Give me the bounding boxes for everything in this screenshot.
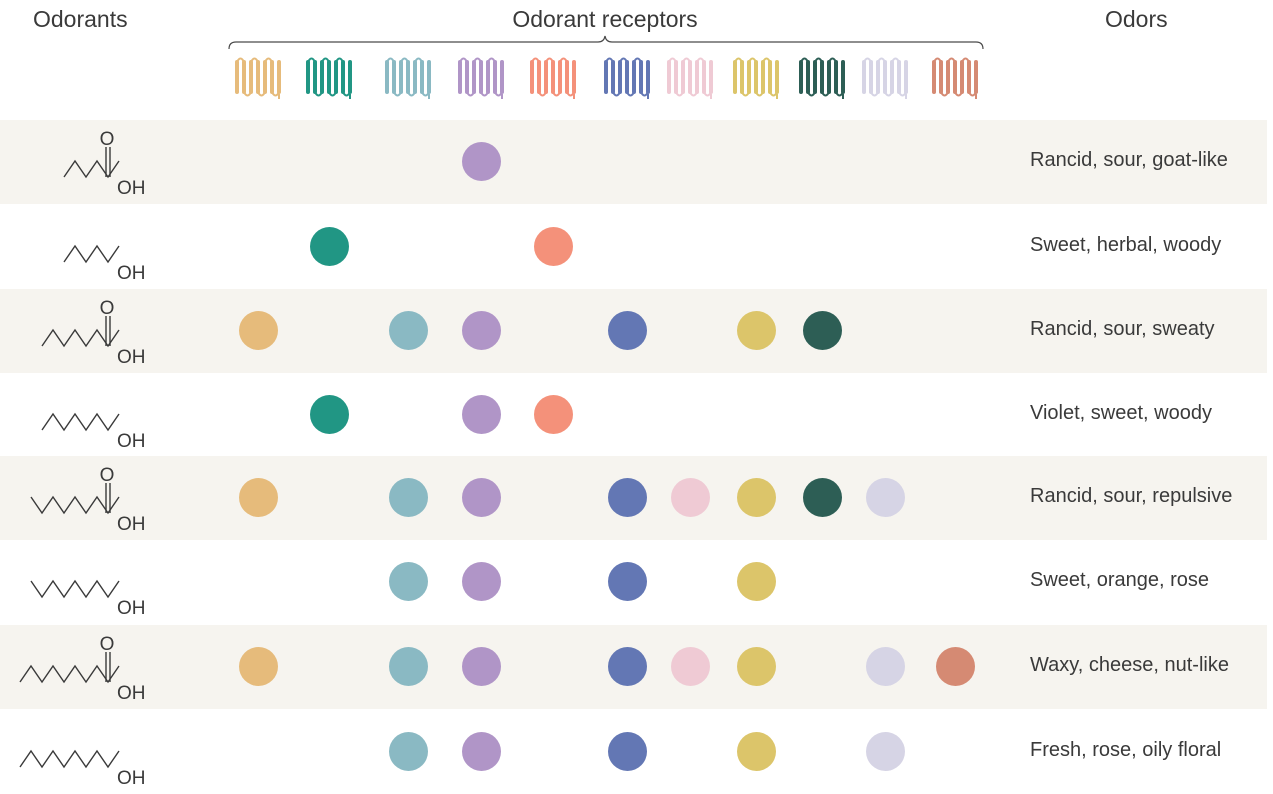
receptor-icon [385,57,431,99]
receptor-activation-dot [461,732,501,771]
receptor-activation-dot [802,478,842,517]
receptor-activation-dot [238,647,278,686]
odor-description: Sweet, orange, rose [1030,569,1209,591]
molecule-structure: OH [30,579,146,619]
odor-description: Violet, sweet, woody [1030,402,1212,424]
hydroxyl-label: OH [117,514,146,535]
odor-description: Waxy, cheese, nut-like [1030,654,1229,676]
odors-header: Odors [1105,6,1168,32]
receptor-activation-dot [461,311,501,350]
receptor-icon [458,57,504,99]
receptor-icon [733,57,779,99]
receptor-icons [235,57,978,99]
receptor-activation-dot [736,647,776,686]
receptor-activation-dot [238,478,278,517]
receptor-activation-dot [865,732,905,771]
hydroxyl-label: OH [117,431,146,452]
hydroxyl-label: OH [117,347,146,368]
hydroxyl-label: OH [117,598,146,619]
carbon-chain [19,749,120,769]
odorant-row: O OH Rancid, sour, sweaty [0,289,1267,373]
receptor-activation-dot [461,647,501,686]
odorant-row: O OH Rancid, sour, repulsive [0,456,1267,540]
receptor-activation-dot [607,478,647,517]
receptor-icon [667,57,713,99]
molecule-structure: O OH [63,129,146,199]
receptor-activation-dot [461,142,501,181]
receptor-activation-dot [533,227,573,266]
carbon-chain [30,579,120,599]
odorant-row: O OH Rancid, sour, goat-like [0,120,1267,204]
receptor-activation-dot [309,395,349,434]
receptor-icon [530,57,576,99]
molecule-structure: O OH [30,465,146,535]
receptor-icon [306,57,352,99]
receptor-icon [799,57,845,99]
odor-description: Rancid, sour, sweaty [1030,318,1215,340]
receptor-activation-dot [388,647,428,686]
receptor-activation-dot [802,311,842,350]
carbon-chain [41,412,120,432]
odorant-row: OH Fresh, rose, oily floral [0,710,1267,794]
hydroxyl-label: OH [117,178,146,199]
receptor-activation-dot [865,478,905,517]
receptor-activation-dot [736,478,776,517]
odor-description: Sweet, herbal, woody [1030,234,1222,256]
carbon-chain [63,244,120,264]
odorant-row: OH Sweet, herbal, woody [0,205,1267,289]
hydroxyl-label: OH [117,683,146,704]
carbon-chain [19,664,120,684]
odorant-row: OH Sweet, orange, rose [0,540,1267,624]
receptor-activation-dot [736,732,776,771]
receptor-activation-dot [607,647,647,686]
molecule-structure: OH [63,244,146,284]
odorant-row: OH Violet, sweet, woody [0,373,1267,457]
receptor-activation-dot [607,732,647,771]
carbon-chain [41,328,120,348]
receptor-group-brace [228,35,984,50]
odorants-header: Odorants [33,6,128,32]
receptor-activation-dot [388,732,428,771]
receptor-activation-dot [865,647,905,686]
receptor-activation-dot [388,478,428,517]
molecule-structure: O OH [19,634,146,704]
receptor-activation-dot [388,562,428,601]
receptor-activation-dot [607,311,647,350]
odor-description: Rancid, sour, goat-like [1030,149,1228,171]
hydroxyl-label: OH [117,768,146,789]
molecule-structure: O OH [41,298,146,368]
receptor-activation-dot [461,395,501,434]
receptor-activation-dot [736,311,776,350]
oxygen-label: O [100,634,115,655]
molecule-structure: OH [41,412,146,452]
carbon-chain [30,495,120,515]
odor-description: Fresh, rose, oily floral [1030,739,1222,761]
receptor-activation-dot [388,311,428,350]
receptor-activation-dot [935,647,975,686]
hydroxyl-label: OH [117,263,146,284]
receptor-activation-dot [670,478,710,517]
carbon-chain [63,159,120,179]
receptor-activation-dot [736,562,776,601]
odorant-row: O OH Waxy, cheese, nut-like [0,625,1267,709]
receptor-activation-dot [461,562,501,601]
oxygen-label: O [100,465,115,486]
receptor-icon [235,57,281,99]
receptor-activation-dot [607,562,647,601]
receptor-activation-dot [238,311,278,350]
odor-description: Rancid, sour, repulsive [1030,485,1233,507]
receptor-icon [932,57,978,99]
oxygen-label: O [100,129,115,150]
molecule-structure: OH [19,749,146,789]
odorant-receptors-header: Odorant receptors [512,6,698,32]
oxygen-label: O [100,298,115,319]
receptor-activation-dot [461,478,501,517]
receptor-icon [604,57,650,99]
receptor-icon [862,57,908,99]
receptor-activation-dot [670,647,710,686]
receptor-activation-dot [533,395,573,434]
receptor-activation-dot [309,227,349,266]
